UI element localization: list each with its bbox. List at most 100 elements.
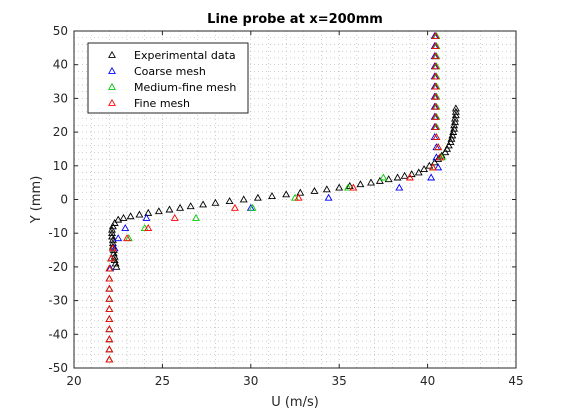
data-point <box>108 235 117 243</box>
data-point <box>108 229 116 237</box>
data-point <box>123 234 132 242</box>
data-point <box>349 183 358 191</box>
data-point <box>434 143 443 151</box>
data-point <box>108 222 117 230</box>
data-point <box>405 173 414 181</box>
data-point <box>444 141 453 149</box>
data-point <box>105 355 114 363</box>
data-point <box>211 198 220 206</box>
legend-box <box>87 42 249 114</box>
y-axis-label: Y (mm) <box>29 176 44 225</box>
data-point <box>114 215 123 223</box>
x-tick-label: 20 <box>66 374 81 388</box>
legend: Experimental data Coarse mesh Medium-fine … <box>87 42 249 114</box>
data-point <box>431 122 440 130</box>
data-point <box>400 171 409 179</box>
data-point <box>451 107 460 115</box>
data-point <box>451 117 459 125</box>
x-tick-label: 40 <box>420 374 435 388</box>
legend-marker <box>108 66 116 74</box>
y-tick-label: -30 <box>48 294 68 308</box>
data-point <box>432 133 441 141</box>
data-point <box>248 203 257 211</box>
legend-label: Fine mesh <box>134 97 190 110</box>
data-point <box>425 161 434 169</box>
data-point <box>105 284 114 292</box>
data-point <box>375 176 384 184</box>
data-point <box>431 102 440 110</box>
x-tick-label: 35 <box>332 374 347 388</box>
data-point <box>344 183 353 191</box>
data-point <box>112 262 121 270</box>
data-point <box>441 148 450 156</box>
data-point <box>431 52 440 60</box>
data-point <box>310 186 319 194</box>
data-point <box>282 190 291 198</box>
data-point <box>450 124 459 132</box>
data-point <box>324 193 333 201</box>
axis-ticks: 20 25 30 35 40 45 -50 -40 -30 -20 -10 0 10 20 30 40 50 <box>48 24 523 388</box>
data-point <box>449 127 458 135</box>
data-point <box>170 213 179 221</box>
data-point <box>428 163 437 171</box>
data-point <box>414 168 423 176</box>
y-tick-label: 40 <box>53 58 68 72</box>
legend-marker <box>108 82 116 90</box>
data-point <box>126 212 135 220</box>
data-point <box>451 104 460 112</box>
legend-marker <box>108 50 116 58</box>
y-tick-label: -50 <box>48 361 68 375</box>
data-point <box>144 208 153 216</box>
data-point <box>296 188 305 196</box>
y-tick-label: 50 <box>53 24 68 38</box>
data-point <box>154 207 163 215</box>
data-point <box>379 173 388 181</box>
data-point <box>110 218 119 226</box>
y-tick-label: 30 <box>53 91 68 105</box>
data-point <box>268 192 276 199</box>
data-point <box>105 335 114 343</box>
data-point <box>110 252 119 260</box>
data-point <box>176 203 185 211</box>
data-point <box>393 173 402 181</box>
data-point <box>443 144 452 152</box>
data-point <box>105 315 114 322</box>
y-tick-label: -20 <box>48 260 68 274</box>
data-point <box>135 210 144 218</box>
data-point <box>420 165 429 173</box>
data-point <box>108 225 116 233</box>
data-point <box>108 244 117 252</box>
data-point <box>105 345 114 353</box>
data-point <box>107 254 116 262</box>
data-point <box>384 175 393 183</box>
x-tick-label: 45 <box>508 374 523 388</box>
data-point <box>199 200 208 208</box>
data-point <box>434 154 443 162</box>
data-point <box>105 264 114 272</box>
data-point <box>431 112 440 120</box>
legend-label: Experimental data <box>134 49 236 62</box>
data-point <box>192 213 200 221</box>
series-3 <box>105 31 444 363</box>
data-point <box>322 185 331 193</box>
data-point <box>427 173 436 181</box>
data-point <box>225 197 234 205</box>
data-point <box>142 213 151 221</box>
data-point <box>431 42 440 50</box>
data-point <box>431 82 440 90</box>
data-point <box>108 232 116 240</box>
data-point <box>436 153 444 161</box>
data-point <box>451 114 459 122</box>
data-point <box>239 195 248 203</box>
data-point <box>144 224 153 231</box>
data-point <box>446 138 455 146</box>
plot-data <box>105 31 460 363</box>
y-tick-label: -10 <box>48 226 68 240</box>
data-point <box>434 163 443 171</box>
data-point <box>111 259 120 267</box>
legend-label: Medium-fine mesh <box>134 81 236 94</box>
y-tick-label: 10 <box>53 159 68 173</box>
x-tick-label: 25 <box>155 374 170 388</box>
data-point <box>448 131 457 139</box>
